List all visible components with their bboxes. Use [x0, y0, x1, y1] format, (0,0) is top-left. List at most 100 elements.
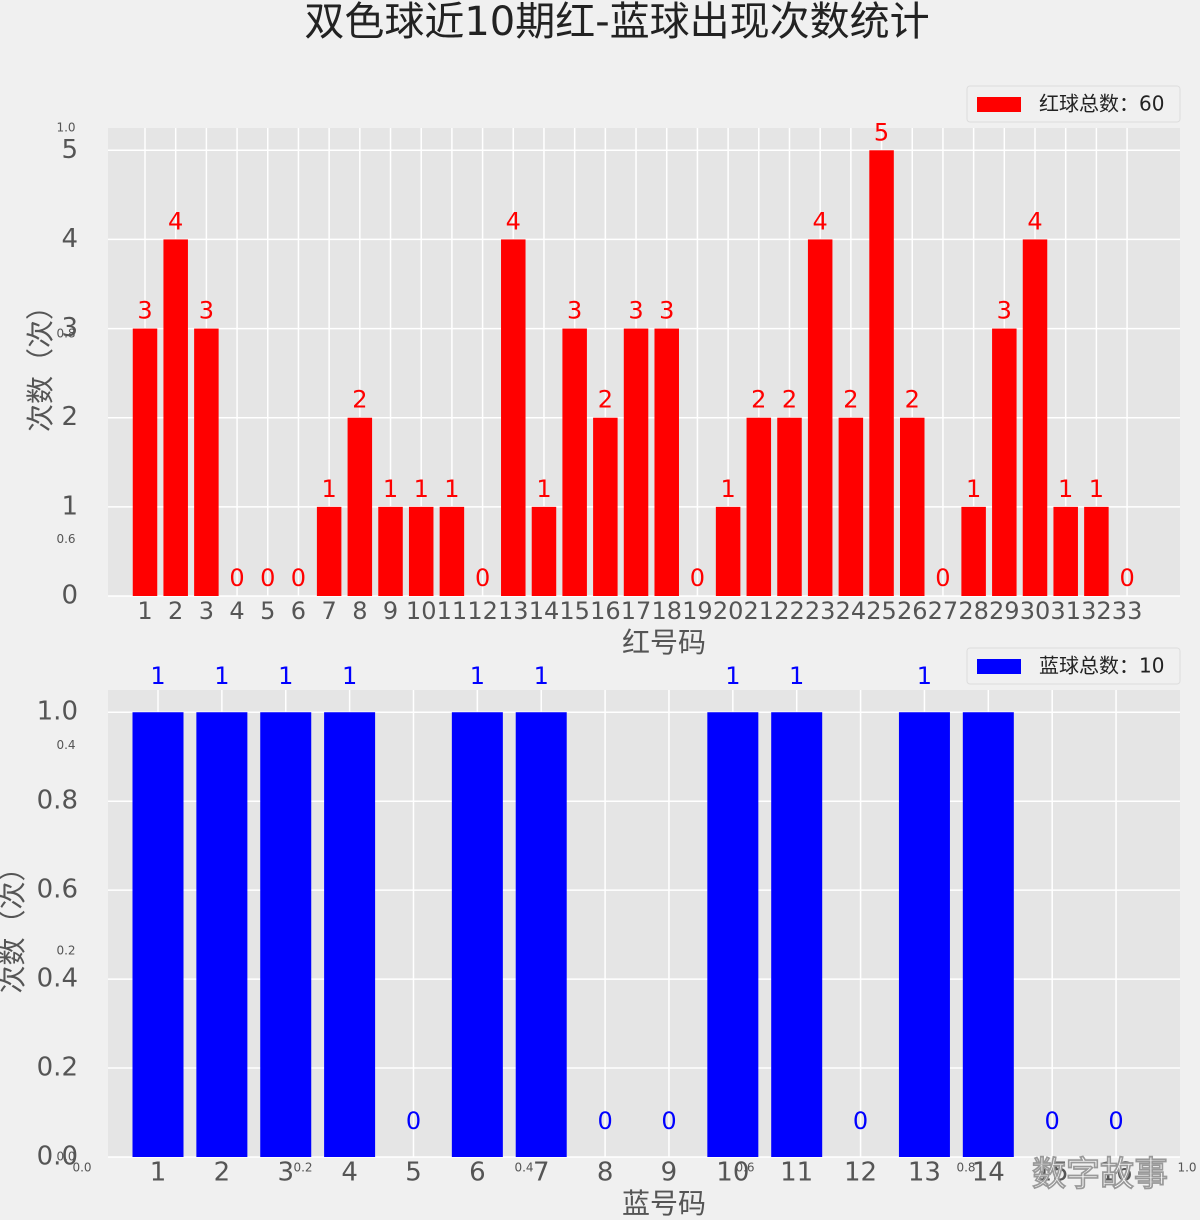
- bar: [451, 712, 503, 1157]
- bg-x-tick-label: 1.0: [1177, 1161, 1196, 1175]
- x-tick-label: 33: [1112, 597, 1143, 625]
- bar: [807, 239, 833, 596]
- x-tick-label: 13: [498, 597, 529, 625]
- x-tick-label: 21: [744, 597, 775, 625]
- x-tick-label: 25: [866, 597, 897, 625]
- x-tick-label: 15: [559, 597, 590, 625]
- bg-y-tick-label: 1.0: [56, 121, 75, 135]
- x-tick-label: 9: [383, 597, 398, 625]
- value-label: 1: [214, 662, 229, 690]
- legend-label: 红球总数：60: [1039, 92, 1164, 116]
- x-tick-label: 2: [214, 1158, 231, 1188]
- bar: [163, 239, 188, 596]
- y-tick-label: 3: [61, 313, 78, 343]
- x-tick-label: 10: [406, 597, 437, 625]
- value-label: 1: [150, 662, 165, 690]
- y-axis-label: 次数（次）: [24, 292, 57, 432]
- value-label: 3: [137, 297, 152, 325]
- x-tick-label: 7: [321, 597, 336, 625]
- x-tick-label: 12: [844, 1158, 877, 1188]
- x-tick-label: 1: [150, 1158, 167, 1188]
- y-tick-label: 1.0: [37, 697, 78, 727]
- legend-swatch: [977, 97, 1021, 112]
- bg-x-tick-label: 0.8: [956, 1161, 975, 1175]
- value-label: 4: [506, 207, 521, 235]
- bg-y-tick-label: 0.8: [56, 326, 75, 340]
- x-tick-label: 12: [467, 597, 498, 625]
- bg-x-tick-label: 0.0: [72, 1161, 91, 1175]
- x-tick-label: 13: [908, 1158, 941, 1188]
- bar: [408, 506, 434, 596]
- value-label: 1: [321, 475, 336, 503]
- x-tick-label: 30: [1020, 597, 1051, 625]
- x-tick-label: 5: [405, 1158, 422, 1188]
- bar: [962, 712, 1014, 1157]
- bar: [961, 506, 986, 596]
- x-tick-label: 31: [1050, 597, 1081, 625]
- value-label: 2: [751, 386, 766, 414]
- x-tick-label: 19: [682, 597, 713, 625]
- bar: [501, 239, 526, 596]
- x-tick-label: 32: [1081, 597, 1112, 625]
- x-tick-label: 14: [529, 597, 560, 625]
- bar: [1053, 506, 1078, 596]
- x-tick-label: 5: [260, 597, 275, 625]
- bar: [194, 328, 219, 596]
- value-label: 1: [720, 475, 735, 503]
- bg-x-tick-label: 0.6: [735, 1161, 754, 1175]
- value-label: 0: [1108, 1107, 1123, 1135]
- bar: [132, 328, 158, 596]
- legend-label: 蓝球总数：10: [1039, 654, 1164, 678]
- value-label: 0: [597, 1107, 612, 1135]
- bar: [707, 712, 759, 1157]
- value-label: 1: [1089, 475, 1104, 503]
- x-tick-label: 29: [989, 597, 1020, 625]
- x-tick-label: 26: [897, 597, 928, 625]
- x-tick-label: 11: [437, 597, 468, 625]
- bar: [623, 328, 649, 596]
- legend-box: [966, 85, 1181, 123]
- bar: [715, 506, 741, 596]
- x-tick-label: 15: [1036, 1158, 1069, 1188]
- x-tick-label: 11: [780, 1158, 813, 1188]
- value-label: 0: [690, 564, 705, 592]
- x-tick-label: 3: [199, 597, 214, 625]
- value-label: 4: [813, 207, 828, 235]
- value-label: 4: [168, 207, 183, 235]
- bar: [654, 328, 679, 596]
- y-tick-label: 2: [61, 402, 78, 432]
- x-tick-label: 9: [661, 1158, 678, 1188]
- x-tick-label: 24: [836, 597, 867, 625]
- bg-x-tick-label: 0.2: [293, 1161, 312, 1175]
- value-label: 1: [966, 475, 981, 503]
- value-label: 2: [905, 386, 920, 414]
- y-axis-label: 次数（次）: [0, 853, 29, 993]
- value-label: 0: [406, 1107, 421, 1135]
- bar: [531, 506, 557, 596]
- x-tick-label: 17: [621, 597, 652, 625]
- value-label: 1: [278, 662, 293, 690]
- bg-y-tick-label: 0.4: [56, 738, 75, 752]
- bar: [869, 150, 894, 597]
- bar: [898, 712, 950, 1157]
- value-label: 0: [661, 1107, 676, 1135]
- bar: [515, 712, 567, 1157]
- x-tick-label: 23: [805, 597, 836, 625]
- x-tick-label: 22: [774, 597, 805, 625]
- x-tick-label: 1: [137, 597, 152, 625]
- value-label: 0: [291, 564, 306, 592]
- x-tick-label: 16: [590, 597, 621, 625]
- x-tick-label: 6: [469, 1158, 486, 1188]
- value-label: 1: [917, 662, 932, 690]
- value-label: 1: [1058, 475, 1073, 503]
- bg-y-tick-label: 0.0: [56, 1150, 75, 1164]
- x-tick-label: 2: [168, 597, 183, 625]
- value-label: 3: [659, 297, 674, 325]
- x-tick-label: 6: [291, 597, 306, 625]
- bar: [992, 328, 1017, 596]
- value-label: 4: [1027, 207, 1042, 235]
- value-label: 1: [383, 475, 398, 503]
- bar: [378, 506, 403, 596]
- x-axis-label: 蓝号码: [622, 1187, 706, 1220]
- bar: [316, 506, 342, 596]
